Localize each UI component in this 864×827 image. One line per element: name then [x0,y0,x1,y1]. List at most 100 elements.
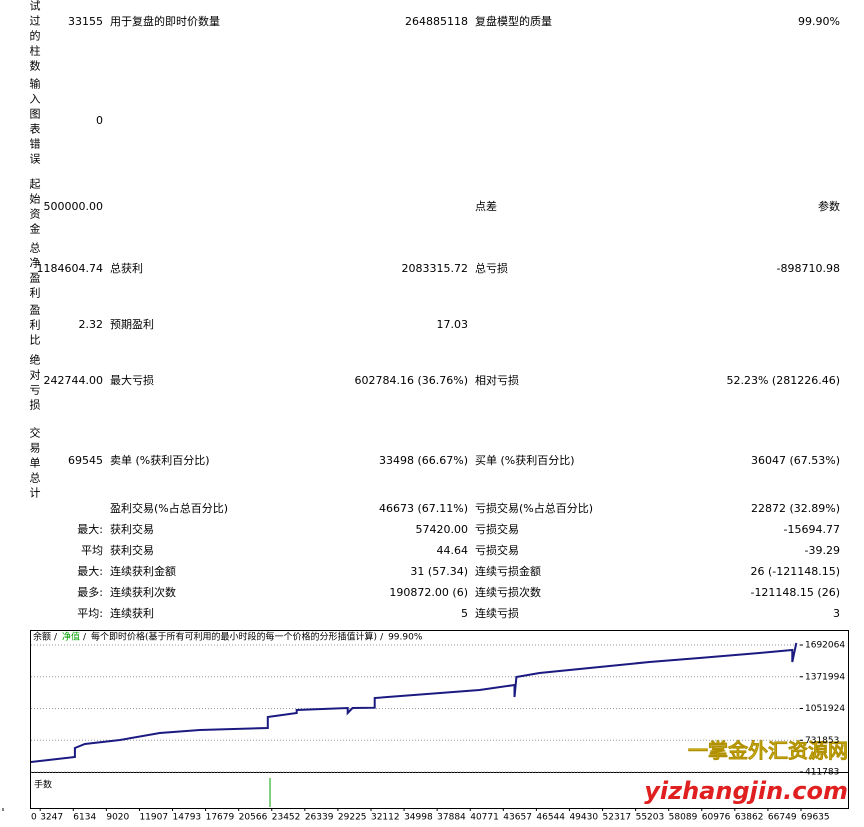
col3-label: 连续亏损次数 [475,586,541,599]
col2-label: 预期盈利 [110,318,154,331]
col2-value: 57420.00 [415,523,469,536]
x-tick-label: 43657 [503,813,532,823]
row-value: 69545 [68,454,103,467]
col2-label: 总获利 [110,262,143,275]
row-value: 最大: [77,523,103,536]
col3-label: 相对亏损 [475,374,519,387]
x-tick-label: 66749 [768,813,797,823]
col2-label: 连续获利 [110,607,154,620]
x-tick-label: 6134 [73,813,96,823]
chart-header: 净值 [62,631,80,643]
col2-value: 44.64 [436,544,469,557]
col2-value: 31 (57.34) [410,565,468,578]
x-tick-label: 11907 [139,813,168,823]
x-tick-label: 40771 [470,813,499,823]
col3-value: 52.23% (281226.46) [726,374,840,387]
row-value: 最大: [77,565,103,578]
row-value: 1184604.74 [36,262,103,275]
x-tick-label: 3247 [40,813,63,823]
row-label: 盈利比 [28,304,41,349]
row-value: 2.32 [78,318,104,331]
col2-label: 获利交易 [110,544,154,557]
watermark-line1: 一掌金外汇资源网 [688,739,848,763]
col3-label: 复盘模型的质量 [475,15,552,28]
row-label: 起始资金 [28,178,41,238]
col3-label: 总亏损 [475,262,508,275]
row-value: 500000.00 [43,200,104,213]
x-tick-label: 46544 [536,813,565,823]
x-tick-label: 20566 [239,813,268,823]
y-tick-label: 731853 [805,736,839,746]
col2-label: 连续获利金额 [110,565,176,578]
x-tick-label: 32112 [371,813,400,823]
col3-value: 参数 [818,200,840,213]
header-sep: / [83,633,87,643]
x-tick-label: 60976 [702,813,731,823]
col3-value: 26 (-121148.15) [750,565,840,578]
row-label: 试过的柱数 [28,0,41,75]
col2-value: 190872.00 (6) [389,586,468,599]
x-tick-label: 0 [31,813,37,823]
x-tick-label: 37884 [437,813,466,823]
y-tick-label: 1371994 [805,672,845,682]
col2-value: 33498 (66.67%) [378,454,468,467]
x-tick-label: 23452 [272,813,301,823]
x-tick-label: 63862 [735,813,764,823]
x-tick-label: 29225 [338,813,367,823]
row-value: 0 [96,114,103,127]
x-tick-label: 55203 [636,813,665,823]
col2-value: 17.03 [436,318,469,331]
row-value: 平均: [77,607,103,620]
header-sep: / [54,633,58,643]
col3-value: -39.29 [804,544,840,557]
col2-label: 盈利交易(%占总百分比) [110,502,229,515]
balance-line [30,642,798,763]
x-tick-label: 17679 [206,813,235,823]
x-tick-label: 9020 [106,813,129,823]
col2-label: 卖单 (%获利百分比) [110,454,210,467]
y-tick-label: 1051924 [805,704,845,714]
col2-value: 5 [461,607,468,620]
row-value: 242744.00 [43,374,104,387]
col2-label: 获利交易 [110,523,154,536]
x-tick-label: 58089 [669,813,698,823]
x-tick-label: 52317 [603,813,632,823]
y-tick-label: 1692064 [805,641,845,651]
x-tick-label: 49430 [569,813,598,823]
row-label: 绝对亏损 [28,354,41,414]
col3-label: 连续亏损 [475,607,519,620]
row-label: 交易单总计 [28,427,41,502]
row-value: 平均 [81,544,103,557]
col3-value: 22872 (32.89%) [750,502,840,515]
col3-value: 3 [833,607,840,620]
col3-label: 亏损交易(%占总百分比) [475,502,594,515]
col3-value: -15694.77 [783,523,840,536]
col3-value: 36047 (67.53%) [750,454,840,467]
row-label: 输入图表错误 [28,78,41,168]
col3-label: 亏损交易 [475,544,519,557]
chart-header: 余额 [33,631,51,643]
x-tick-label: 69635 [801,813,830,823]
col3-label: 点差 [475,200,497,213]
col2-value: 2083315.72 [401,262,468,275]
row-value: 33155 [68,15,103,28]
y-tick-label: 411783 [805,768,839,778]
col3-value: -121148.15 (26) [750,586,840,599]
col3-label: 买单 (%获利百分比) [475,454,575,467]
col2-value: 602784.16 (36.76%) [354,374,468,387]
row-value: 最多: [77,586,103,599]
row-label: 总净盈利 [28,242,41,302]
x-tick-label: 14793 [173,813,202,823]
lower-panel-label: 手数 [34,779,52,791]
chart-frame [30,630,849,809]
col2-label: 最大亏损 [110,374,154,387]
col3-value: -898710.98 [776,262,840,275]
col3-label: 连续亏损金额 [475,565,541,578]
col2-value: 46673 (67.11%) [378,502,468,515]
col2-label: 连续获利次数 [110,586,176,599]
watermark-line2: yizhangjin.com [644,777,848,805]
chart-header: 每个即时价格(基于所有可利用的最小时段的每一个价格的分形插值计算) [91,631,377,643]
col3-label: 亏损交易 [475,523,519,536]
